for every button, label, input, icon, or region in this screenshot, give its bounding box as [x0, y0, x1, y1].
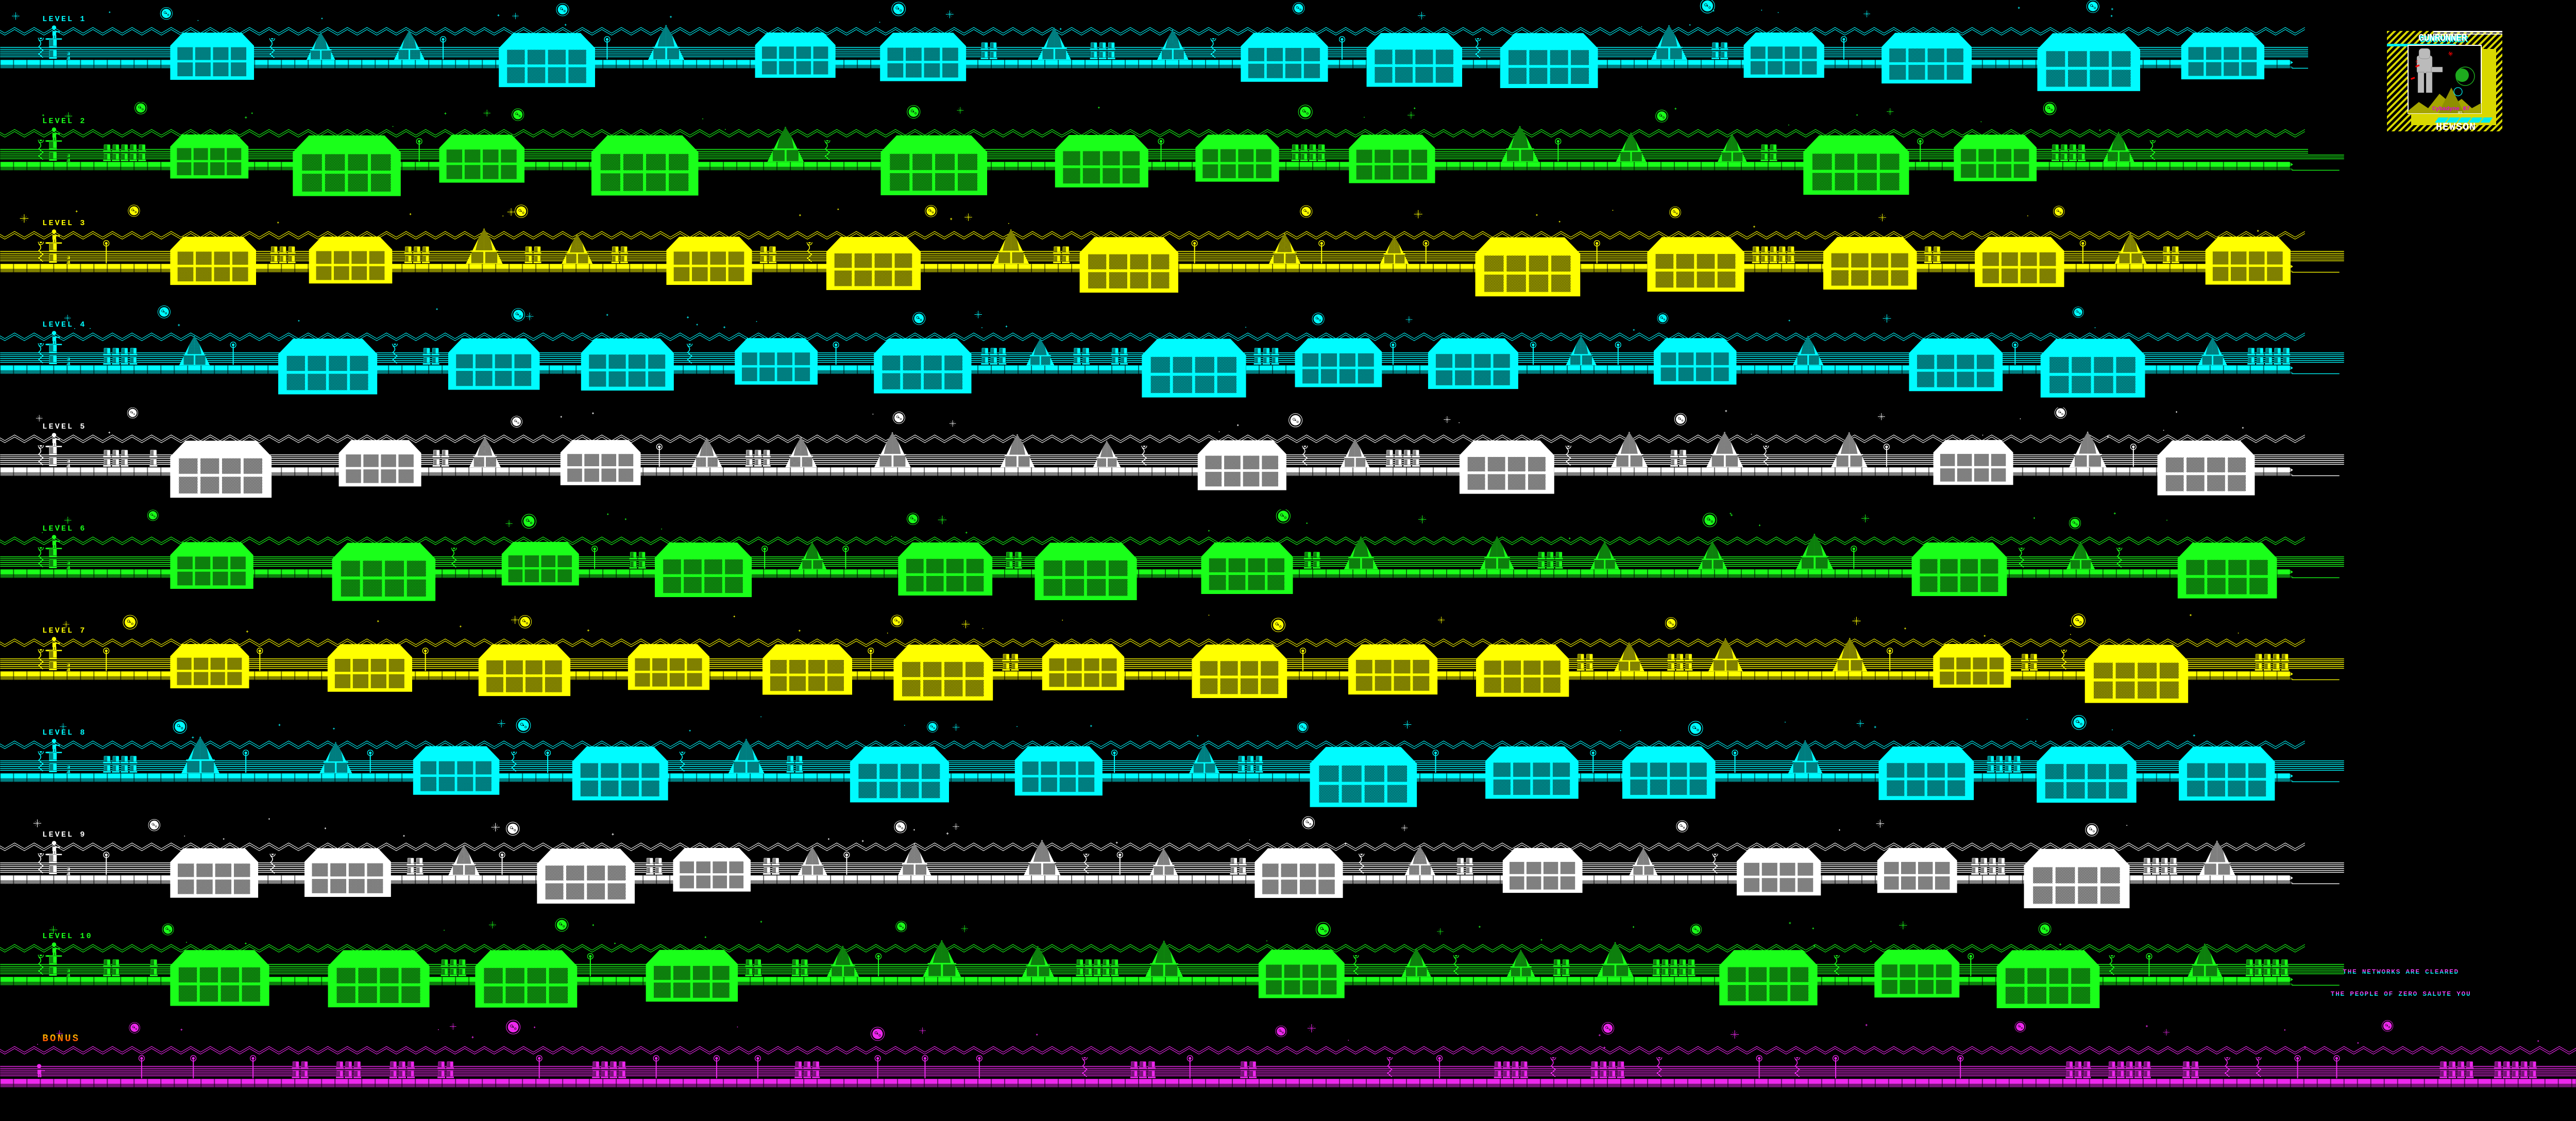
- svg-text:HEWSON: HEWSON: [2436, 122, 2476, 131]
- svg-text:LEVEL 8: LEVEL 8: [42, 728, 86, 737]
- svg-text:LEVEL 4: LEVEL 4: [42, 320, 86, 329]
- svg-text:LEVEL 7: LEVEL 7: [42, 626, 86, 635]
- svg-text:LEVEL 2: LEVEL 2: [42, 117, 86, 126]
- svg-text:C: C: [2416, 60, 2418, 64]
- svg-text:THE PEOPLE OF ZERO SALUTE YOU: THE PEOPLE OF ZERO SALUTE YOU: [2331, 990, 2471, 998]
- svg-text:LEVEL 10: LEVEL 10: [42, 932, 93, 941]
- svg-text:BONUS: BONUS: [42, 1033, 80, 1044]
- svg-text:LEVEL 5: LEVEL 5: [42, 422, 86, 431]
- svg-text:MS: MS: [2458, 111, 2462, 115]
- svg-text:LEVEL 6: LEVEL 6: [42, 524, 86, 533]
- svg-text:Cybadyne 87: Cybadyne 87: [2432, 106, 2470, 112]
- svg-text:LEVEL 1: LEVEL 1: [42, 15, 86, 24]
- svg-text:GUNRUNNER: GUNRUNNER: [2418, 32, 2467, 44]
- svg-text:THE NETWORKS ARE CLEARED: THE NETWORKS ARE CLEARED: [2343, 968, 2459, 976]
- svg-text:LEVEL 9: LEVEL 9: [42, 830, 86, 839]
- svg-text:LEVEL 3: LEVEL 3: [42, 219, 86, 228]
